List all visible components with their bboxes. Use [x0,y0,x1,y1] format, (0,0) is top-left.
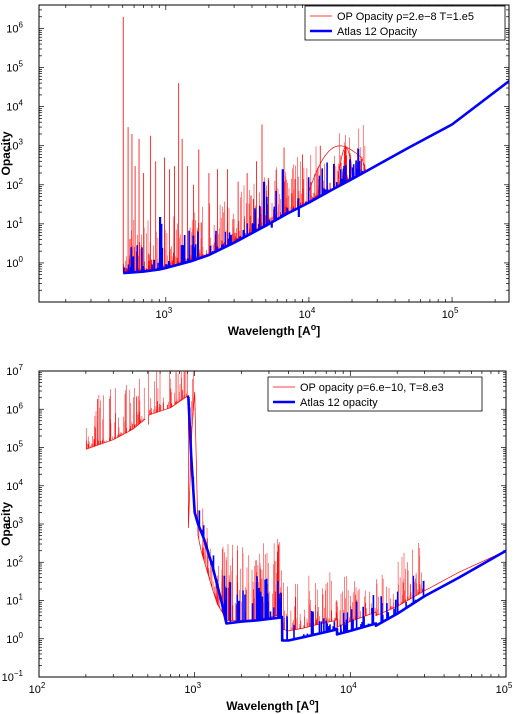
x-tick-label: 104 [299,306,316,321]
axes-frame [38,4,510,303]
legend-label: Atlas 12 Opacity [337,26,418,38]
legend: OP opacity ρ=6.e−10, T=8.e3 Atlas 12 opac… [267,376,483,412]
x-tick-label: 105 [496,681,513,696]
x-tick-label: 104 [340,681,357,696]
axes-frame [38,370,507,678]
series-line-forest [85,371,425,631]
chart-panel-1: 103 104 105 100 101 102 103 104 105 106 Wavelength… [0,4,510,338]
x-tick-label: 103 [155,306,172,321]
legend-box [304,5,506,41]
y-tick-label: 100 [6,255,23,270]
y-tick-label: 101 [6,593,23,608]
y-tick-label: 101 [6,216,23,231]
x-axis-label: Wavelength [Ao] [228,322,320,338]
y-axis-label: Opacity [0,502,13,546]
y-tick-label: 105 [6,60,23,75]
x-tick-label: 105 [442,306,459,321]
y-tick-label: 10−1 [2,669,24,684]
series-line-forest [123,148,363,273]
legend-box [267,376,483,412]
series-feature [308,145,367,192]
legend-label: Atlas 12 opacity [300,397,378,409]
y-tick-label: 104 [6,99,23,114]
y-tick-label: 105 [6,440,23,455]
y-tick-label: 100 [6,631,23,646]
y-tick-label: 107 [6,363,23,378]
chart-panel-2: 102 103 104 105 10−1 100 101 102 103 104 105 106 107… [0,363,513,713]
y-tick-label: 103 [6,138,23,153]
y-tick-label: 102 [6,177,23,192]
legend: OP Opacity ρ=2.e−8 T=1.e5 Atlas 12 Opacit… [304,5,506,41]
legend-label: OP Opacity ρ=2.e−8 T=1.e5 [337,11,474,23]
x-axis-label: Wavelength [Ao] [226,697,318,713]
legend-label: OP opacity ρ=6.e−10, T=8.e3 [300,382,444,394]
x-tick-label: 102 [29,681,46,696]
y-tick-label: 106 [6,401,23,416]
series-line-1 [85,391,506,632]
y-axis-label: Opacity [0,131,13,175]
plot-area [122,16,509,275]
series-line-forest [188,407,425,641]
x-tick-label: 103 [184,681,201,696]
y-tick-label: 106 [6,21,23,36]
y-tick-label: 103 [6,516,23,531]
y-tick-label: 104 [6,478,23,493]
y-tick-label: 102 [6,554,23,569]
plot-area [85,371,506,642]
